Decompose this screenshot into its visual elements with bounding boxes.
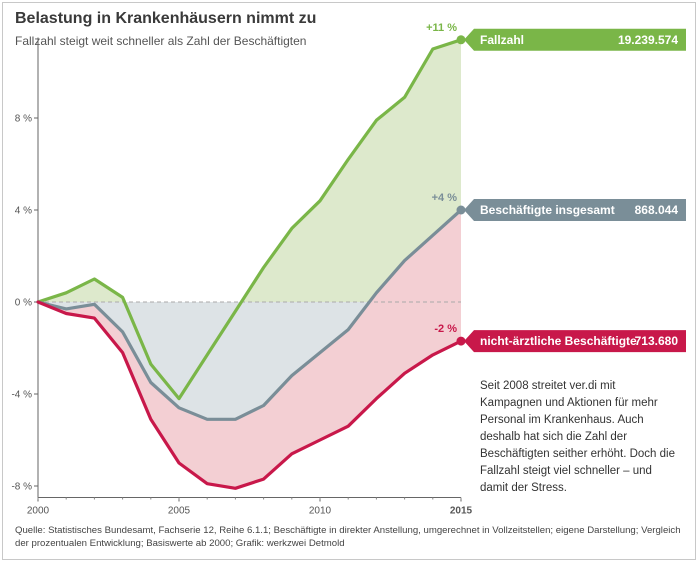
nichtaerztlich-percent-label: -2 % — [434, 323, 457, 335]
fallzahl-value-label: 19.239.574 — [618, 33, 678, 47]
fallzahl-percent-label: +11 % — [426, 22, 457, 34]
fallzahl-name-label: Fallzahl — [480, 33, 524, 47]
beschaeftigte-percent-label: +4 % — [432, 192, 458, 204]
nichtaerztlich-label-box — [464, 330, 686, 353]
y-tick-label: 0 % — [15, 298, 32, 309]
beschaeftigte-line — [36, 208, 463, 421]
series-labels: Fallzahl 19.239.574 +11 % Beschäftigte insg… — [426, 22, 686, 353]
source-note: Quelle: Statistisches Bundesamt, Fachser… — [15, 525, 681, 549]
fallzahl-end-point — [456, 35, 466, 45]
y-tick-label: 4 % — [15, 206, 32, 217]
beschaeftigte-label-box — [464, 199, 686, 221]
chart-title: Belastung in Krankenhäusern nimmt zu — [15, 10, 317, 27]
y-tick-label: -4 % — [11, 390, 32, 401]
beschaeftigte-name-label: Beschäftigte insgesamt — [480, 203, 615, 217]
series-lines — [36, 35, 466, 490]
x-tick-label: 2010 — [309, 506, 332, 517]
x-tick-label: 2005 — [168, 506, 191, 517]
chart-subtitle: Fallzahl steigt weit schneller als Zahl … — [15, 34, 307, 48]
annotation-note: Seit 2008 streitet ver.di mit Kampagnen … — [480, 380, 675, 494]
y-tick-label: 8 % — [15, 114, 32, 125]
x-tick-label: 2015 — [450, 506, 473, 517]
beschaeftigte-value-label: 868.044 — [635, 203, 679, 217]
y-tick-label: -8 % — [11, 482, 32, 493]
area-fills — [38, 39, 461, 489]
nichtaerztlich-end-point — [456, 336, 466, 346]
nichtaerztlich-line — [36, 300, 463, 490]
axes: 8 % 4 % 0 % -4 % -8 % 2000 2005 2010 2015 — [11, 37, 473, 517]
fallzahl-line — [36, 38, 463, 401]
beschaeftigte-end-point — [456, 205, 466, 215]
x-tick-label: 2000 — [27, 506, 50, 517]
nichtaerztlich-name-label: nicht-ärztliche Beschäftigte — [480, 334, 637, 348]
fallzahl-label-box — [464, 28, 686, 51]
nichtaerztlich-value-label: 713.680 — [635, 334, 679, 348]
